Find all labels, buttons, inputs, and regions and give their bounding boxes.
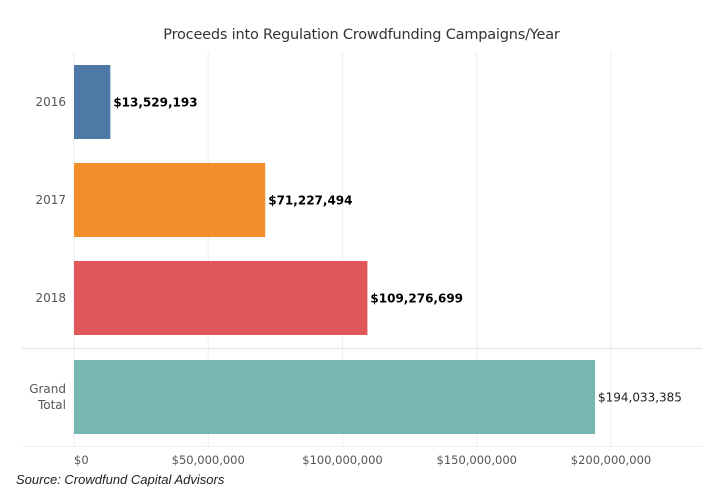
bar-2018[interactable] xyxy=(74,261,368,335)
bars xyxy=(74,65,595,434)
x-tick-label: $200,000,000 xyxy=(571,453,651,467)
value-label: $13,529,193 xyxy=(113,96,197,110)
value-label: $194,033,385 xyxy=(598,391,682,405)
category-label: Grand Total xyxy=(29,382,66,412)
x-tick-label: $50,000,000 xyxy=(172,453,245,467)
bar-2016[interactable] xyxy=(74,65,111,139)
x-tick-label: $0 xyxy=(74,453,89,467)
source-note: Source: Crowdfund Capital Advisors xyxy=(16,472,225,487)
value-labels: $13,529,193 $71,227,494 $109,276,699 $194,0… xyxy=(113,96,682,405)
x-tick-label: $150,000,000 xyxy=(437,453,517,467)
bar-2017[interactable] xyxy=(74,163,266,237)
x-axis-ticks: $0 $50,000,000 $100,000,000 $150,000,000 $20… xyxy=(74,453,651,467)
value-label: $109,276,699 xyxy=(370,292,463,306)
x-tick-label: $100,000,000 xyxy=(302,453,382,467)
value-label: $71,227,494 xyxy=(268,194,352,208)
category-label: 2018 xyxy=(35,291,66,305)
category-label: 2016 xyxy=(35,95,66,109)
category-label: 2017 xyxy=(35,193,66,207)
category-labels: 2016 2017 2018 Grand Total xyxy=(29,95,66,412)
chart-title: Proceeds into Regulation Crowdfunding Ca… xyxy=(163,27,560,43)
bar-grand-total[interactable] xyxy=(74,360,595,434)
